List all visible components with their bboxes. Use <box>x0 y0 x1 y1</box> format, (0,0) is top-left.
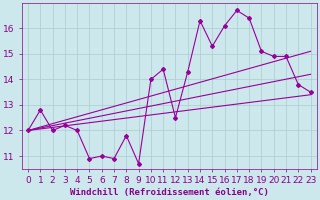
X-axis label: Windchill (Refroidissement éolien,°C): Windchill (Refroidissement éolien,°C) <box>70 188 269 197</box>
